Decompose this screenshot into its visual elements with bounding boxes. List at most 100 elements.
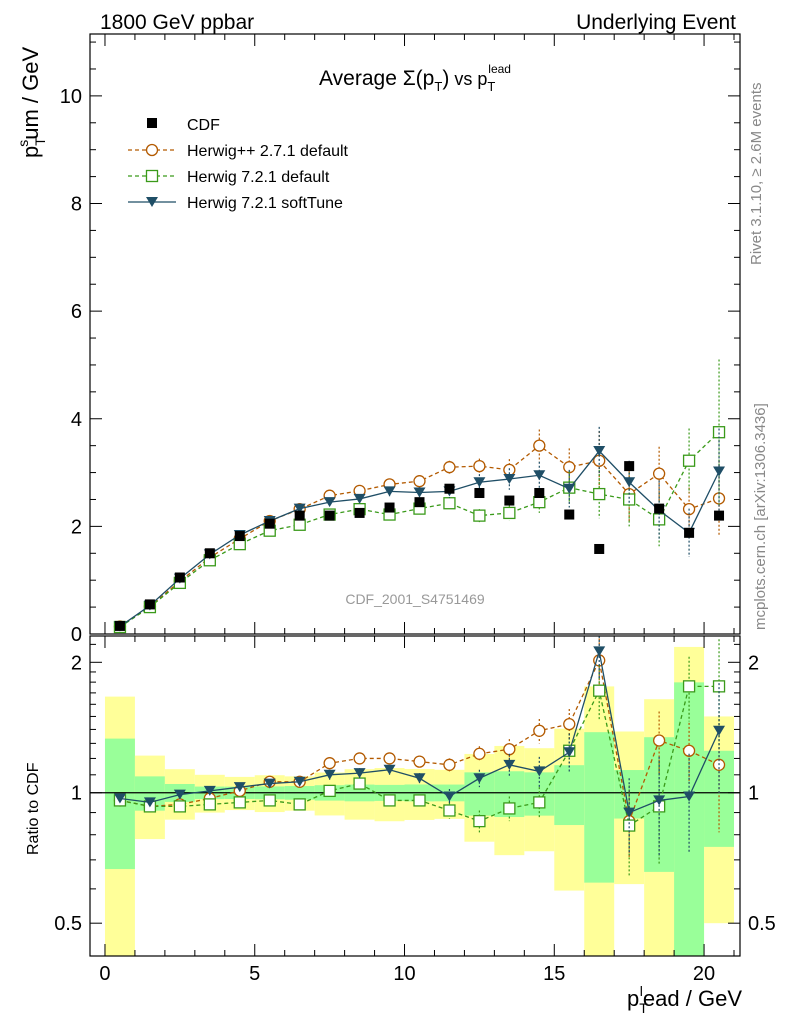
data-point-herwig7-default (503, 802, 516, 815)
data-point-herwigpp (652, 467, 666, 480)
data-point-herwig7-default (712, 680, 726, 693)
data-point-herwig7-softtune (323, 769, 336, 780)
main-plot-frame (89, 33, 741, 635)
data-point-herwig7-default (473, 509, 486, 522)
ratio-panel: 0.5 0.5 1 1 2 2 Ratio to CDF (25, 635, 776, 957)
legend-marker-herwig7-softtune (146, 197, 158, 207)
data-point-cdf (234, 531, 245, 542)
ratio-y-tick-label-right: 2 (748, 652, 759, 674)
data-point-herwigpp (473, 459, 486, 473)
data-point-herwig7-softtune (233, 782, 246, 793)
legend-label-herwig7-default: Herwig 7.2.1 default (187, 169, 330, 186)
data-point-herwigpp (652, 734, 666, 747)
data-point-herwigpp (443, 461, 456, 474)
ratio-y-tick-label-right: 1 (748, 783, 759, 805)
data-point-herwigpp (413, 755, 426, 768)
data-point-herwig7-softtune (563, 483, 576, 494)
data-point-herwig7-softtune (653, 795, 666, 806)
data-point-herwig7-softtune (683, 791, 696, 802)
data-point-herwig7-softtune (413, 487, 426, 498)
data-point-herwig7-softtune (473, 773, 486, 784)
data-point-herwig7-default (413, 794, 426, 807)
data-point-cdf (204, 548, 215, 559)
data-point-herwig7-softtune (263, 778, 276, 789)
data-point-herwig7-softtune (353, 493, 366, 504)
data-point-herwig7-default (623, 493, 636, 506)
data-point-herwigpp (473, 747, 486, 760)
data-point-herwig7-softtune (473, 477, 486, 488)
data-point-cdf (534, 488, 545, 499)
y-tick-label: 6 (71, 301, 82, 323)
data-point-cdf (144, 599, 155, 610)
data-point-cdf (444, 483, 455, 494)
ratio-band-inner (554, 765, 585, 826)
data-point-cdf (384, 502, 395, 513)
y-tick-label: 8 (71, 194, 82, 216)
mcplots-label: mcplots.cern.ch [arXiv:1306.3436] (752, 403, 769, 630)
header-right: Underlying Event (576, 11, 736, 34)
legend-label-herwigpp: Herwig++ 2.7.1 default (187, 143, 349, 160)
data-point-cdf (594, 543, 605, 554)
data-point-herwig7-default (652, 513, 666, 526)
chart-title: Average Σ(pT) vs pTlead (319, 62, 511, 94)
data-point-herwig7-softtune (533, 766, 546, 777)
watermark: CDF_2001_S4751469 (345, 591, 485, 607)
data-point-herwig7-softtune (203, 785, 216, 796)
data-point-cdf (714, 510, 725, 521)
data-point-herwigpp (413, 475, 426, 488)
data-point-herwig7-softtune (173, 789, 186, 800)
data-point-herwig7-default (293, 798, 306, 811)
data-point-herwig7-softtune (623, 477, 636, 488)
data-point-cdf (264, 518, 275, 529)
data-point-herwigpp (323, 757, 336, 770)
data-point-herwig7-softtune (593, 446, 606, 457)
legend-label-herwig7-softtune: Herwig 7.2.1 softTune (187, 195, 343, 212)
legend: CDF Herwig++ 2.7.1 default Herwig 7.2.1 … (128, 117, 349, 212)
data-point-herwig7-softtune (713, 725, 726, 736)
data-point-herwig7-default (593, 684, 606, 697)
y-tick-label: 10 (60, 86, 82, 108)
data-point-cdf (684, 527, 695, 538)
data-point-herwigpp (503, 743, 516, 756)
data-point-herwig7-default (503, 506, 516, 520)
data-point-herwig7-softtune (533, 470, 546, 481)
data-point-herwig7-softtune (593, 646, 606, 657)
data-point-herwig7-softtune (443, 791, 456, 802)
ratio-y-tick-label-right: 0.5 (748, 913, 776, 935)
data-point-herwig7-softtune (503, 474, 516, 485)
x-tick-label: 10 (393, 963, 415, 985)
x-tick-label: 5 (249, 963, 260, 985)
data-point-herwig7-default (593, 487, 606, 501)
data-point-herwig7-default (353, 777, 366, 790)
data-point-herwig7-default (623, 819, 636, 832)
legend-marker-herwigpp (145, 143, 159, 157)
data-point-herwig7-softtune (293, 503, 306, 514)
data-point-herwig7-softtune (623, 807, 636, 818)
y-tick-label: 0 (71, 624, 82, 646)
y-tick-label: 2 (71, 516, 82, 538)
ratio-y-tick-label: 2 (71, 652, 82, 674)
ratio-band-inner (584, 732, 615, 883)
x-tick-label: 20 (693, 963, 715, 985)
rivet-version-label: Rivet 3.1.10, ≥ 2.6M events (748, 83, 765, 266)
data-point-herwig7-default (682, 680, 696, 693)
ratio-plot-frame (89, 635, 741, 957)
data-point-herwigpp (682, 744, 696, 757)
data-point-herwig7-softtune (143, 797, 156, 808)
data-point-herwig7-default (173, 800, 187, 813)
data-point-herwigpp (383, 752, 396, 765)
data-point-herwig7-softtune (413, 773, 426, 784)
y-tick-label: 4 (71, 409, 82, 431)
data-point-herwig7-default (233, 796, 246, 809)
data-point-cdf (324, 510, 335, 521)
data-point-herwigpp (443, 758, 456, 771)
main-panel: 0 2 4 6 8 10 Average Σ(pT) vs pTlead CDF_2001… (15, 33, 741, 646)
data-point-herwig7-default (473, 814, 486, 828)
x-axis-label: pTlead / GeV (627, 983, 742, 1016)
data-point-herwig7-softtune (503, 759, 516, 770)
data-point-herwig7-default (443, 804, 456, 817)
data-point-herwigpp (563, 717, 576, 731)
data-point-herwig7-softtune (563, 747, 576, 758)
data-point-cdf (624, 461, 635, 472)
